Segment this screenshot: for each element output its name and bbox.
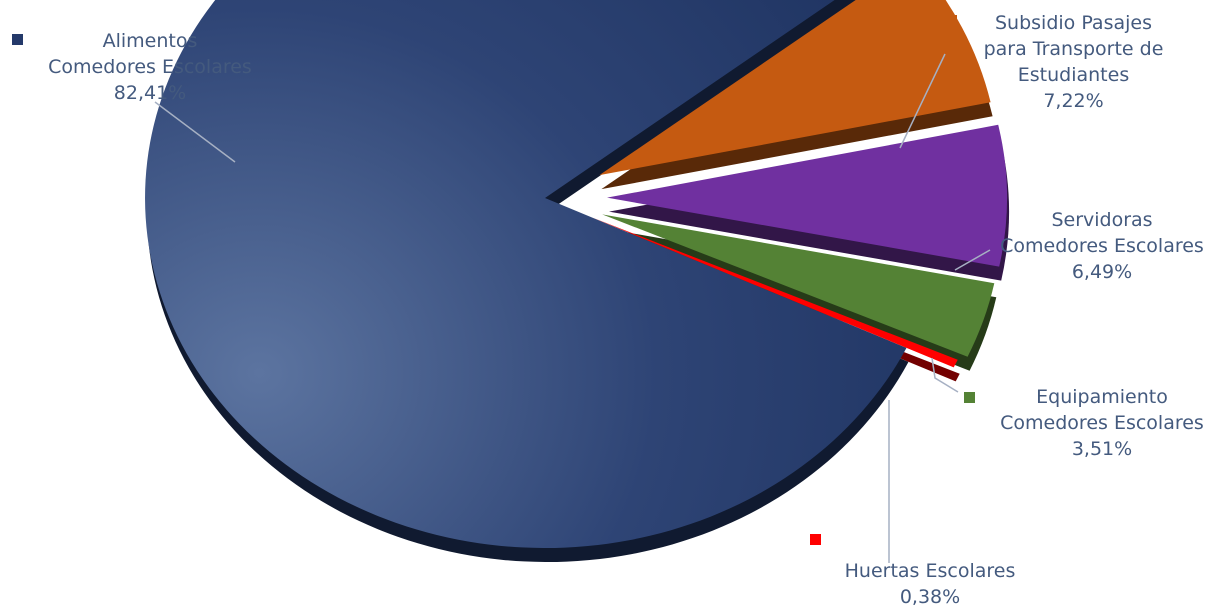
data-label-line: Servidoras (1051, 209, 1153, 231)
leader-line-alimentos (154, 101, 236, 163)
legend-marker-huertas (810, 534, 821, 545)
data-label-huertas: Huertas Escolares 0,38% (830, 558, 1030, 610)
data-label-line: 6,49% (1071, 261, 1133, 283)
data-label-line: Comedores Escolares (1000, 235, 1204, 257)
slice-subsidio-pasajes (599, 0, 991, 176)
leader-line-equipamiento (931, 357, 959, 393)
data-label-line: Comedores Escolares (48, 56, 252, 78)
slice-equipamiento (602, 214, 995, 357)
legend-marker-subsidio-pasajes (946, 15, 957, 26)
data-label-servidoras: Servidoras Comedores Escolares 6,49% (986, 207, 1218, 285)
data-label-line: 82,41% (113, 82, 187, 104)
slice-alimentos (145, 0, 907, 549)
data-label-line: Huertas Escolares (844, 560, 1016, 582)
leader-line-servidoras (954, 249, 991, 271)
data-label-line: Comedores Escolares (1000, 412, 1204, 434)
legend-marker-servidoras (964, 213, 975, 224)
leader-line-subsidio-pasajes (899, 53, 946, 149)
data-label-line: 3,51% (1071, 438, 1133, 460)
data-label-subsidio-pasajes: Subsidio Pasajes para Transporte de Estudi… (966, 10, 1181, 114)
legend-marker-equipamiento (964, 392, 975, 403)
data-label-line: Estudiantes (1017, 64, 1130, 86)
data-label-line: 0,38% (899, 586, 961, 608)
legend-marker-alimentos (12, 34, 23, 45)
data-label-equipamiento: Equipamiento Comedores Escolares 3,51% (986, 384, 1218, 462)
data-label-line: Alimentos (102, 30, 198, 52)
data-label-line: Subsidio Pasajes (994, 12, 1152, 34)
data-label-alimentos: Alimentos Comedores Escolares 82,41% (36, 28, 264, 106)
slice-huertas (592, 217, 958, 368)
data-label-line: para Transporte de (983, 38, 1164, 60)
slice-servidoras (606, 124, 1008, 267)
data-label-line: 7,22% (1043, 90, 1104, 112)
data-label-line: Equipamiento (1036, 386, 1168, 408)
